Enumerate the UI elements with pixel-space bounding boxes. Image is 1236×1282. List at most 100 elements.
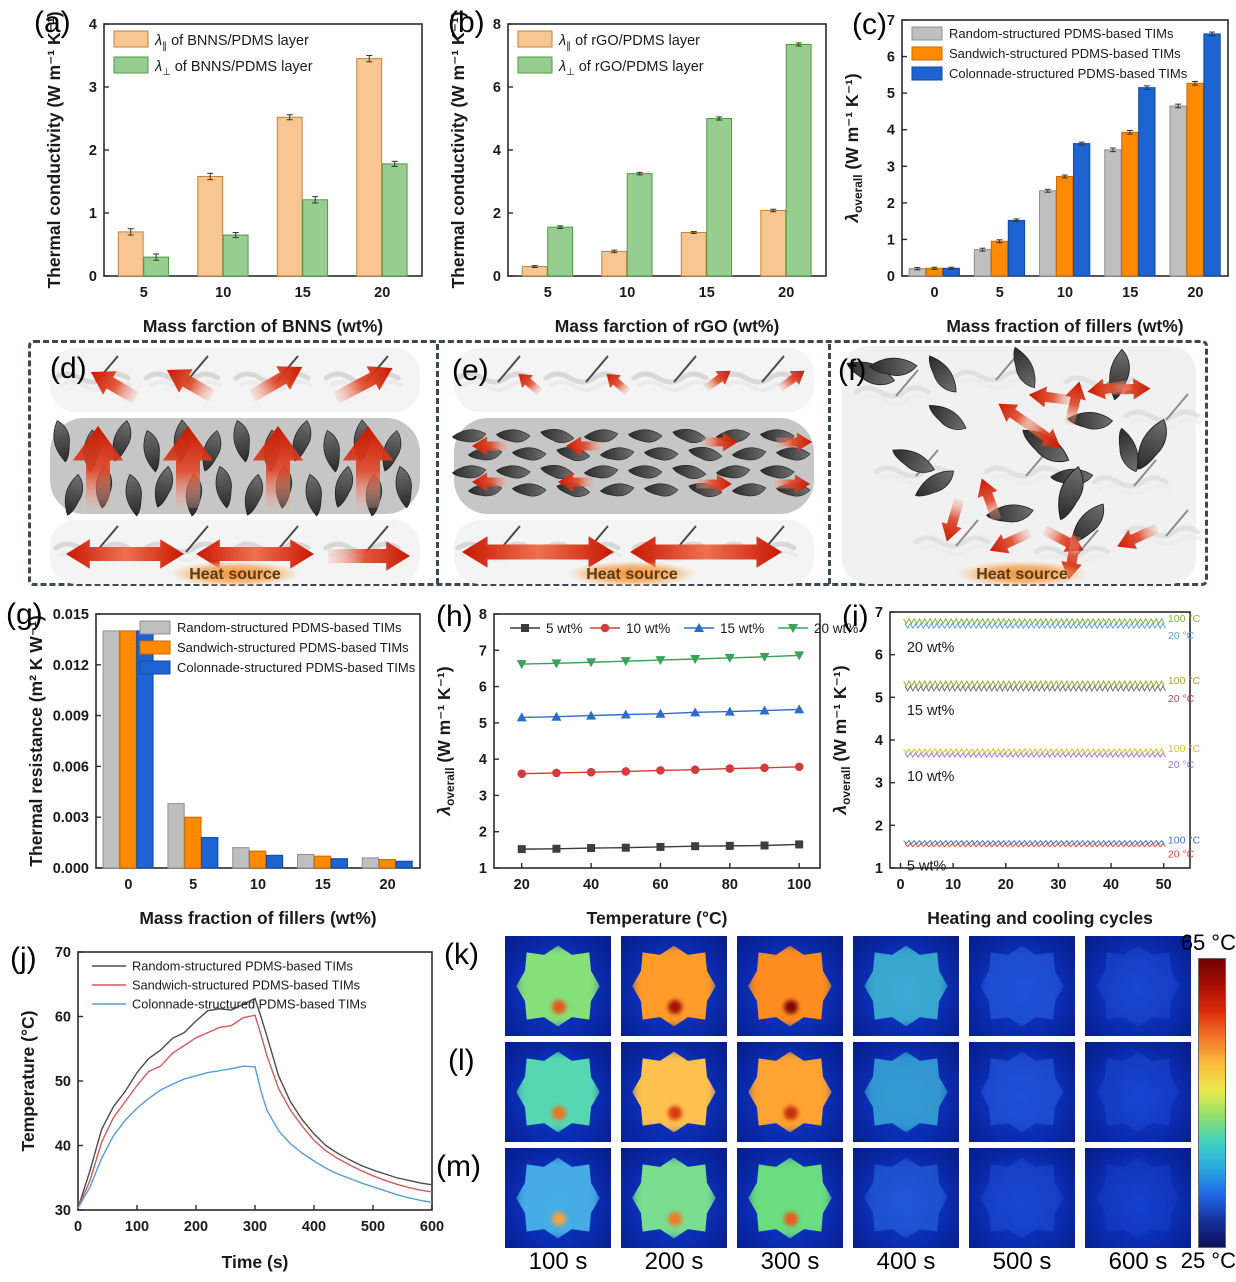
svg-text:5: 5 (544, 285, 552, 301)
svg-text:1: 1 (479, 861, 487, 877)
thermal-star-shape (516, 1157, 600, 1239)
svg-text:15 wt%: 15 wt% (720, 621, 764, 636)
svg-text:100 °C: 100 °C (1168, 613, 1201, 625)
svg-text:2: 2 (479, 825, 487, 841)
schematic-f-random-structure: Heat source (842, 346, 1202, 587)
svg-text:400: 400 (302, 1219, 326, 1235)
svg-text:20 °C: 20 °C (1168, 759, 1195, 771)
svg-text:Temperature (°C): Temperature (°C) (587, 908, 728, 928)
bar-series-0 (117, 55, 383, 277)
bar-series-1 (143, 160, 408, 277)
svg-text:Heat source: Heat source (976, 566, 1068, 583)
panel-letter-j: (j) (10, 942, 37, 975)
svg-text:λ∥ of BNNS/PDMS layer: λ∥ of BNNS/PDMS layer (154, 33, 309, 52)
cycle-band-20wt%: 20 wt% 100 °C 20 °C (903, 613, 1201, 656)
svg-text:20: 20 (374, 285, 390, 301)
svg-text:6: 6 (887, 50, 895, 66)
thermal-image-k-2 (621, 936, 727, 1036)
schematic-e-sandwich-structure: Heat source (451, 348, 814, 587)
line-series-0 (517, 840, 804, 854)
svg-text:10: 10 (1057, 285, 1073, 301)
panel-letter-e: (e) (452, 354, 489, 387)
thermal-star-shape (748, 1051, 832, 1133)
thermal-star-shape (516, 945, 600, 1027)
svg-text:15 wt%: 15 wt% (907, 703, 955, 719)
svg-text:10: 10 (619, 285, 635, 301)
svg-text:30: 30 (55, 1203, 71, 1219)
svg-text:5: 5 (887, 86, 895, 102)
panel-letter-b: (b) (448, 6, 485, 39)
svg-text:1: 1 (875, 861, 883, 877)
svg-text:7: 7 (887, 13, 895, 29)
legend: Random-structured PDMS-based TIMs Sandwic… (92, 959, 366, 1012)
thermal-hotspot (667, 1000, 682, 1014)
thermal-star-shape (864, 945, 948, 1027)
svg-text:40: 40 (1103, 877, 1119, 893)
svg-text:3: 3 (89, 80, 97, 96)
bar-series-2 (942, 31, 1221, 277)
svg-text:50: 50 (1156, 877, 1172, 893)
time-label-600s: 600 s (1108, 1248, 1168, 1275)
svg-text:λoverall (W m⁻¹ K⁻¹): λoverall (W m⁻¹ K⁻¹) (830, 665, 853, 815)
svg-text:5 wt%: 5 wt% (907, 859, 947, 875)
svg-text:100 °C: 100 °C (1168, 675, 1201, 687)
schematic-separator-2 (828, 344, 831, 584)
bar-series-1 (119, 630, 396, 869)
svg-text:0.003: 0.003 (53, 810, 89, 826)
thermal-image-m-6 (1085, 1148, 1191, 1248)
svg-text:λoverall (W m⁻¹ K⁻¹): λoverall (W m⁻¹ K⁻¹) (842, 73, 865, 223)
svg-text:20 °C: 20 °C (1168, 849, 1195, 861)
svg-text:60: 60 (55, 1010, 71, 1026)
chart-h-lambda-vs-temperature: 1 2 3 4 5 6 7 8 Temperature (°C) λoverall (W m⁻¹ … (434, 607, 858, 928)
cycle-band-5wt%: 5 wt% 100 °C 20 °C (903, 835, 1201, 875)
svg-text:Colonnade-structured PDMS-base: Colonnade-structured PDMS-based TIMs (132, 997, 366, 1012)
thermal-image-k-5 (969, 936, 1075, 1036)
svg-text:100: 100 (125, 1219, 149, 1235)
svg-text:1: 1 (887, 232, 895, 248)
schematic-d-colonnade-structure: Heat source (50, 348, 420, 587)
svg-text:5: 5 (996, 285, 1004, 301)
thermal-hotspot (667, 1212, 682, 1226)
svg-text:10 wt%: 10 wt% (626, 621, 670, 636)
svg-text:20 °C: 20 °C (1168, 693, 1195, 705)
time-label-400s: 400 s (876, 1248, 936, 1275)
svg-text:6: 6 (875, 648, 883, 664)
time-label-300s: 300 s (760, 1248, 820, 1275)
thermal-star-shape (516, 1051, 600, 1133)
cycle-band-15wt%: 15 wt% 100 °C 20 °C (903, 675, 1201, 719)
thermal-image-l-3 (737, 1042, 843, 1142)
svg-text:Colonnade-structured PDMS-base: Colonnade-structured PDMS-based TIMs (949, 66, 1188, 81)
chart-j-temperature-vs-time: 30 40 50 60 70 Time (s) Temperature (°C) 0 100 20… (18, 945, 444, 1272)
svg-text:70: 70 (55, 945, 71, 961)
svg-text:2: 2 (875, 818, 883, 834)
svg-text:Thermal conductivity (W m⁻¹ K⁻: Thermal conductivity (W m⁻¹ K⁻¹) (448, 11, 468, 288)
svg-text:0: 0 (931, 285, 939, 301)
time-label-500s: 500 s (992, 1248, 1052, 1275)
svg-text:10: 10 (945, 877, 961, 893)
svg-text:λ⊥ of BNNS/PDMS layer: λ⊥ of BNNS/PDMS layer (154, 59, 313, 78)
panel-letter-k: (k) (444, 938, 479, 971)
svg-text:0: 0 (89, 269, 97, 285)
svg-text:8: 8 (479, 607, 487, 623)
bar-series-0 (102, 630, 380, 869)
thermal-image-m-1 (505, 1148, 611, 1248)
panel-letter-c: (c) (852, 8, 887, 41)
svg-text:λ∥ of rGO/PDMS layer: λ∥ of rGO/PDMS layer (558, 33, 700, 52)
thermal-star-shape (632, 1157, 716, 1239)
svg-text:5: 5 (189, 877, 197, 893)
svg-text:80: 80 (722, 877, 738, 893)
line-series-3 (516, 651, 805, 670)
thermal-hotspot (783, 1106, 798, 1120)
svg-text:20: 20 (1187, 285, 1203, 301)
svg-text:5: 5 (875, 690, 883, 706)
svg-text:5: 5 (140, 285, 148, 301)
svg-text:0.015: 0.015 (53, 607, 89, 623)
svg-text:15: 15 (699, 285, 715, 301)
svg-text:20: 20 (514, 877, 530, 893)
svg-text:0: 0 (74, 1219, 82, 1235)
curve-series-1 (77, 1014, 433, 1209)
svg-text:10: 10 (250, 877, 266, 893)
svg-text:20 wt%: 20 wt% (814, 621, 858, 636)
time-label-200s: 200 s (644, 1248, 704, 1275)
